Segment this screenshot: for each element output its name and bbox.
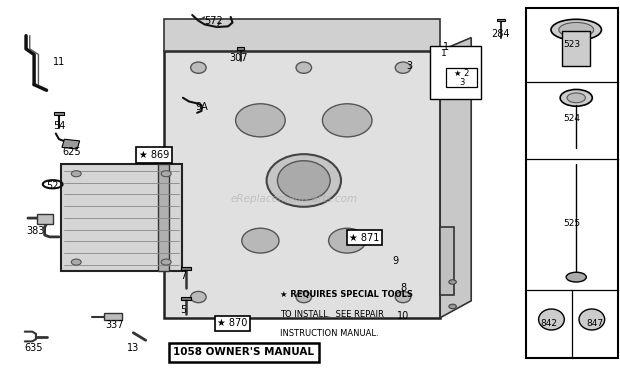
- Text: 9: 9: [392, 256, 399, 266]
- Ellipse shape: [559, 23, 594, 37]
- Bar: [62, 139, 79, 149]
- Text: 8: 8: [400, 283, 406, 293]
- Ellipse shape: [161, 171, 171, 177]
- Text: ★ 2: ★ 2: [454, 69, 469, 78]
- Text: 1: 1: [441, 49, 447, 58]
- Text: 307: 307: [229, 53, 248, 63]
- Text: 10: 10: [397, 311, 409, 321]
- Text: 337: 337: [105, 320, 124, 330]
- Ellipse shape: [71, 259, 81, 265]
- Bar: [104, 313, 122, 320]
- Ellipse shape: [329, 228, 366, 253]
- Text: 11: 11: [53, 57, 65, 67]
- Ellipse shape: [566, 272, 587, 282]
- Text: 9A: 9A: [195, 102, 208, 112]
- Ellipse shape: [296, 62, 312, 73]
- Text: 523: 523: [563, 41, 580, 50]
- Text: 7: 7: [180, 271, 186, 281]
- Polygon shape: [440, 38, 471, 318]
- Text: 52: 52: [46, 181, 59, 191]
- Text: TO INSTALL.  SEE REPAIR: TO INSTALL. SEE REPAIR: [280, 310, 384, 319]
- Text: 625: 625: [62, 147, 81, 157]
- Ellipse shape: [322, 104, 372, 137]
- Bar: [181, 297, 191, 300]
- Text: 54: 54: [53, 121, 65, 131]
- Bar: [497, 19, 505, 21]
- Text: ★ REQUIRES SPECIAL TOOLS: ★ REQUIRES SPECIAL TOOLS: [280, 290, 413, 299]
- Ellipse shape: [71, 171, 81, 177]
- Ellipse shape: [191, 291, 206, 303]
- Ellipse shape: [296, 291, 312, 303]
- Text: 572: 572: [205, 16, 223, 26]
- Polygon shape: [164, 19, 440, 51]
- Ellipse shape: [267, 154, 341, 207]
- Text: 524: 524: [563, 114, 580, 123]
- Ellipse shape: [278, 161, 330, 200]
- Text: INSTRUCTION MANUAL.: INSTRUCTION MANUAL.: [280, 329, 379, 338]
- Bar: [61, 164, 182, 271]
- Bar: [430, 46, 481, 99]
- Bar: [54, 112, 64, 115]
- Text: 1: 1: [443, 42, 449, 52]
- Ellipse shape: [449, 280, 456, 284]
- Text: 284: 284: [492, 29, 510, 39]
- Ellipse shape: [551, 19, 601, 40]
- Ellipse shape: [242, 228, 279, 253]
- Text: 3: 3: [406, 61, 412, 71]
- Text: 525: 525: [563, 219, 580, 228]
- Text: ★ 870: ★ 870: [218, 318, 247, 328]
- Text: 383: 383: [27, 226, 45, 236]
- Text: ★ 869: ★ 869: [139, 150, 169, 160]
- Bar: [164, 51, 440, 318]
- Ellipse shape: [560, 89, 592, 106]
- Bar: [446, 68, 477, 87]
- Ellipse shape: [161, 259, 171, 265]
- Text: 1058 OWNER'S MANUAL: 1058 OWNER'S MANUAL: [173, 347, 314, 357]
- Ellipse shape: [236, 104, 285, 137]
- Ellipse shape: [579, 309, 604, 330]
- Ellipse shape: [396, 62, 410, 73]
- Text: ★ 871: ★ 871: [350, 233, 379, 243]
- Ellipse shape: [449, 304, 456, 309]
- Ellipse shape: [396, 291, 410, 303]
- Bar: [158, 164, 169, 271]
- Text: 13: 13: [127, 343, 140, 353]
- Ellipse shape: [567, 93, 585, 103]
- Bar: [37, 214, 53, 224]
- Text: 3: 3: [459, 79, 464, 88]
- Bar: [440, 227, 454, 295]
- Ellipse shape: [539, 309, 564, 330]
- Text: 635: 635: [25, 343, 43, 353]
- Ellipse shape: [191, 62, 206, 73]
- Bar: [562, 31, 590, 66]
- Bar: [526, 8, 618, 358]
- Text: 5: 5: [180, 305, 186, 315]
- Text: 847: 847: [586, 319, 603, 328]
- Text: 842: 842: [540, 319, 557, 328]
- Text: eReplacementParts.com: eReplacementParts.com: [231, 194, 358, 204]
- Bar: [181, 267, 191, 270]
- Bar: [237, 47, 244, 50]
